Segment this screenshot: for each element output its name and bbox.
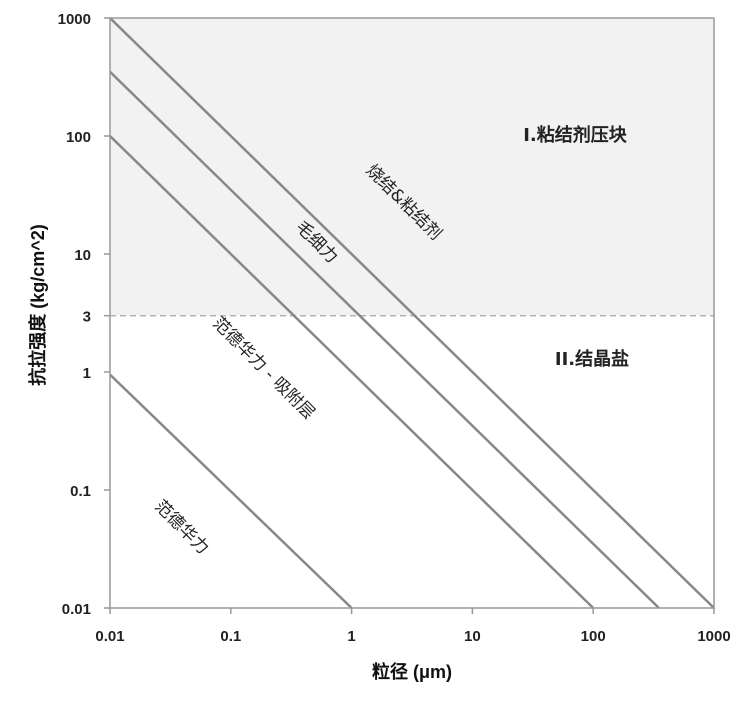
shaded-region: [110, 18, 714, 316]
region-label-2: II.结晶盐: [555, 348, 629, 370]
x-axis-title: 粒径 (μm): [372, 661, 452, 682]
series-line-3: [109, 17, 715, 609]
series-label-vdw-adsorption: 范德华力 - 吸附层: [208, 313, 318, 423]
x-tick-label: 1: [347, 628, 355, 645]
series-line-2: [109, 70, 660, 609]
x-tick-label: 1000: [697, 628, 730, 645]
x-axis-ticks: 0.01 0.1 1 10 100 1000: [95, 608, 731, 645]
y-tick-label: 3: [83, 309, 91, 326]
series-line-0: [109, 373, 353, 609]
region-label-1: I.粘结剂压块: [523, 124, 628, 146]
y-tick-label: 10: [74, 247, 91, 264]
y-tick-label: 1000: [58, 11, 91, 28]
x-tick-label: 100: [581, 628, 606, 645]
series-group: [109, 17, 715, 609]
y-axis-ticks: 0.01 0.1 1 10 100 1000 3: [58, 11, 110, 618]
series-line-1: [109, 135, 595, 609]
y-tick-label: 100: [66, 129, 91, 146]
x-tick-label: 10: [464, 628, 481, 645]
series-label-vdw: 范德华力: [150, 496, 212, 558]
y-axis-title: 抗拉强度 (kg/cm^2): [27, 224, 48, 386]
x-tick-label: 0.01: [95, 628, 124, 645]
x-tick-label: 0.1: [220, 628, 241, 645]
plot-frame: [109, 17, 715, 609]
y-tick-label: 0.1: [70, 483, 91, 500]
y-tick-label: 1: [83, 365, 91, 382]
y-tick-label: 0.01: [62, 601, 91, 618]
